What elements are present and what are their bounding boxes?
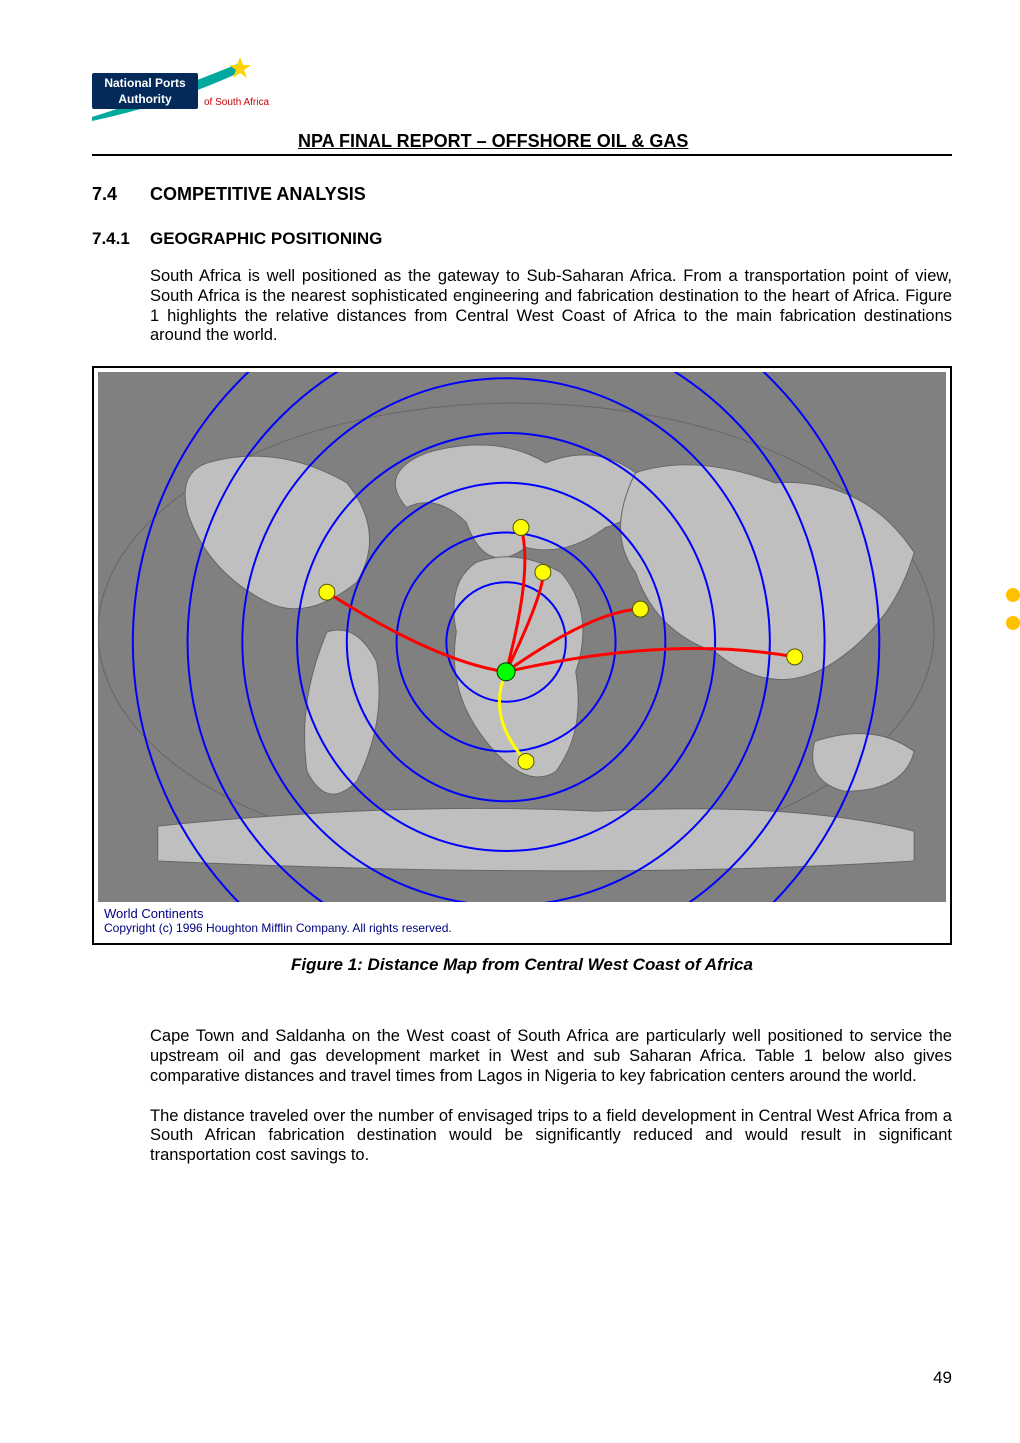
side-decorations: [1006, 588, 1020, 644]
map-svg: [98, 372, 946, 902]
logo-tag: of South Africa: [204, 97, 269, 108]
map-caption-title: World Continents: [104, 906, 940, 921]
subsection-number: 7.4.1: [92, 229, 150, 249]
distance-map: [98, 372, 946, 902]
section-heading: 7.4 COMPETITIVE ANALYSIS: [92, 184, 952, 205]
page-number: 49: [933, 1368, 952, 1388]
landmass-antarctica: [158, 809, 914, 872]
destination-node: [535, 565, 551, 581]
report-title: NPA FINAL REPORT – OFFSHORE OIL & GAS: [92, 131, 952, 152]
paragraph-1: South Africa is well positioned as the g…: [150, 267, 952, 346]
logo-sub: Authority: [118, 92, 172, 106]
subsection-title: GEOGRAPHIC POSITIONING: [150, 229, 382, 249]
subsection-heading: 7.4.1 GEOGRAPHIC POSITIONING: [92, 229, 952, 249]
paragraph-2: Cape Town and Saldanha on the West coast…: [150, 1027, 952, 1086]
figure-1-label: Figure 1: Distance Map from Central West…: [92, 955, 952, 975]
figure-1-container: World Continents Copyright (c) 1996 Houg…: [92, 366, 952, 945]
header-rule: NPA FINAL REPORT – OFFSHORE OIL & GAS: [92, 131, 952, 156]
side-dot-icon: [1006, 616, 1020, 630]
destination-node: [787, 649, 803, 665]
logo-main: National Ports: [104, 76, 186, 90]
logo-block: National Ports Authority of South Africa: [92, 55, 952, 127]
section-number: 7.4: [92, 184, 150, 205]
destination-node: [319, 584, 335, 600]
side-dot-icon: [1006, 588, 1020, 602]
map-caption-copyright: Copyright (c) 1996 Houghton Mifflin Comp…: [104, 921, 940, 935]
hub-node: [497, 663, 515, 681]
logo-svg: National Ports Authority of South Africa: [92, 55, 292, 133]
destination-node: [513, 520, 529, 536]
paragraph-3: The distance traveled over the number of…: [150, 1107, 952, 1166]
map-caption: World Continents Copyright (c) 1996 Houg…: [98, 902, 946, 939]
section-title: COMPETITIVE ANALYSIS: [150, 184, 366, 205]
destination-node: [632, 601, 648, 617]
destination-node: [518, 754, 534, 770]
